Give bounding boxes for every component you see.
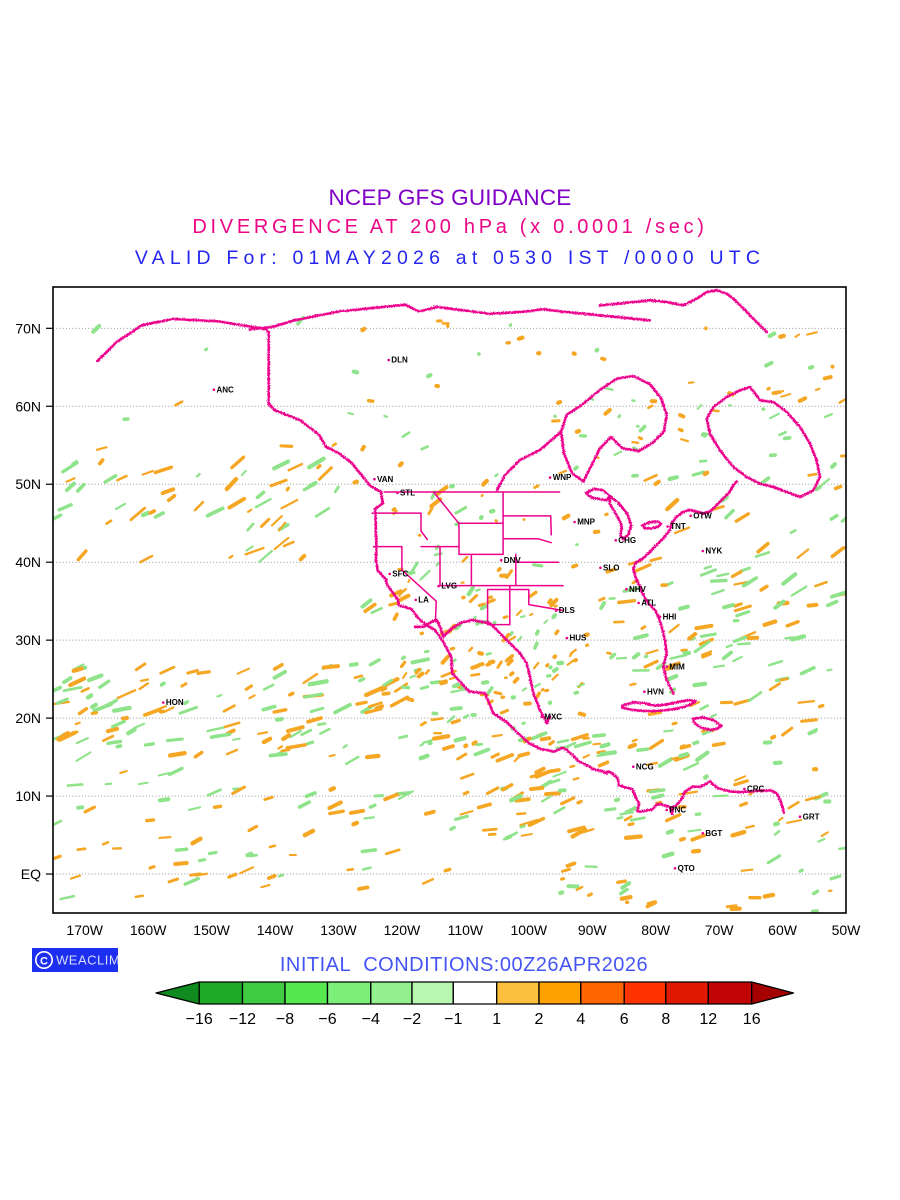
svg-text:ANC: ANC: [217, 385, 235, 394]
svg-text:EQ: EQ: [21, 866, 41, 882]
svg-text:CHG: CHG: [618, 536, 636, 545]
svg-text:40N: 40N: [15, 554, 41, 570]
svg-text:70N: 70N: [15, 320, 41, 336]
svg-text:DLN: DLN: [391, 356, 408, 365]
svg-text:12: 12: [699, 1011, 717, 1028]
svg-text:−6: −6: [318, 1011, 336, 1028]
svg-text:PNC: PNC: [669, 806, 686, 815]
svg-text:50N: 50N: [15, 476, 41, 492]
svg-text:LA: LA: [418, 596, 429, 605]
svg-text:OTW: OTW: [693, 511, 712, 520]
svg-text:150W: 150W: [193, 922, 230, 938]
svg-text:110W: 110W: [448, 922, 484, 938]
svg-text:70W: 70W: [705, 922, 735, 938]
svg-text:−8: −8: [276, 1011, 294, 1028]
svg-text:NCG: NCG: [636, 762, 654, 771]
svg-text:BGT: BGT: [705, 829, 722, 838]
svg-text:30N: 30N: [15, 632, 41, 648]
svg-text:MIM: MIM: [669, 662, 685, 671]
svg-text:−2: −2: [403, 1011, 421, 1028]
svg-text:−1: −1: [444, 1011, 462, 1028]
svg-text:−12: −12: [229, 1011, 256, 1028]
svg-text:DNV: DNV: [504, 556, 522, 565]
svg-text:CRC: CRC: [747, 785, 765, 794]
svg-text:50W: 50W: [832, 922, 862, 938]
svg-text:80W: 80W: [641, 922, 671, 938]
svg-text:120W: 120W: [384, 922, 421, 938]
svg-text:HHI: HHI: [663, 612, 677, 621]
svg-text:4: 4: [576, 1011, 585, 1028]
svg-text:WNP: WNP: [553, 473, 572, 482]
svg-text:MNP: MNP: [577, 518, 595, 527]
svg-text:−4: −4: [362, 1011, 380, 1028]
svg-text:HVN: HVN: [647, 687, 664, 696]
svg-text:170W: 170W: [66, 922, 103, 938]
svg-text:STL: STL: [400, 489, 415, 498]
svg-text:60W: 60W: [768, 922, 798, 938]
svg-text:DLS: DLS: [559, 606, 576, 615]
svg-text:−16: −16: [186, 1011, 213, 1028]
svg-text:2: 2: [535, 1011, 544, 1028]
svg-text:10N: 10N: [15, 788, 41, 804]
svg-text:GRT: GRT: [803, 812, 820, 821]
svg-text:SLO: SLO: [603, 563, 619, 572]
svg-text:60N: 60N: [15, 398, 41, 414]
svg-text:SFC: SFC: [392, 570, 408, 579]
svg-text:HON: HON: [166, 698, 184, 707]
svg-text:8: 8: [661, 1011, 670, 1028]
svg-text:LVG: LVG: [441, 582, 457, 591]
svg-text:MXC: MXC: [544, 712, 562, 721]
svg-text:16: 16: [743, 1011, 761, 1028]
svg-text:1: 1: [492, 1011, 501, 1028]
svg-text:90W: 90W: [578, 922, 608, 938]
svg-text:100W: 100W: [511, 922, 548, 938]
svg-text:HUS: HUS: [570, 634, 588, 643]
svg-text:130W: 130W: [320, 922, 357, 938]
svg-text:TNT: TNT: [670, 522, 686, 531]
svg-text:QTO: QTO: [678, 864, 695, 873]
svg-text:20N: 20N: [15, 710, 41, 726]
svg-text:160W: 160W: [130, 922, 167, 938]
svg-text:NHV: NHV: [629, 585, 647, 594]
svg-text:VAN: VAN: [377, 475, 394, 484]
svg-text:ATL: ATL: [641, 599, 656, 608]
svg-text:NYK: NYK: [705, 547, 722, 556]
svg-text:140W: 140W: [257, 922, 294, 938]
svg-text:6: 6: [620, 1011, 629, 1028]
